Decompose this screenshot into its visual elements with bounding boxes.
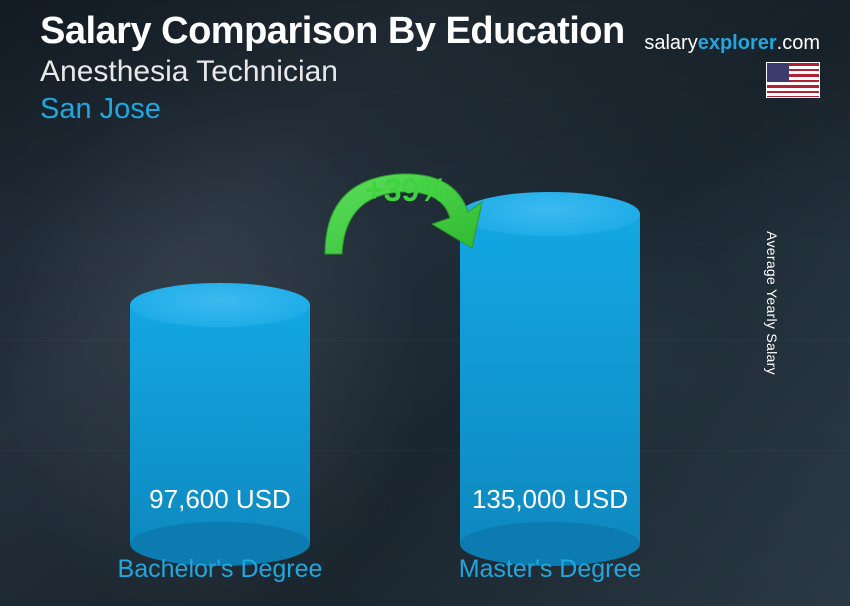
- header: Salary Comparison By Education Anesthesi…: [40, 10, 820, 126]
- percent-increase-label: +39%: [365, 172, 448, 209]
- brand-highlight: explorer: [698, 32, 777, 54]
- brand-prefix: salary: [644, 32, 697, 54]
- flag-canton: [767, 63, 789, 82]
- bar-chart: 97,600 USD Bachelor's Degree 135,000 USD…: [60, 164, 780, 584]
- page-subtitle: Anesthesia Technician: [40, 55, 820, 89]
- bar-top-ellipse: [460, 192, 640, 236]
- bar-category-label: Master's Degree: [459, 555, 642, 584]
- usa-flag-icon: [766, 62, 820, 98]
- brand-logo: salaryexplorer.com: [644, 32, 820, 55]
- bar-category-label: Bachelor's Degree: [118, 555, 323, 584]
- flag-stripe: [767, 91, 819, 94]
- brand-suffix: .com: [777, 32, 820, 54]
- page-location: San Jose: [40, 93, 820, 126]
- flag-stripe: [767, 96, 819, 98]
- flag-stripe: [767, 85, 819, 88]
